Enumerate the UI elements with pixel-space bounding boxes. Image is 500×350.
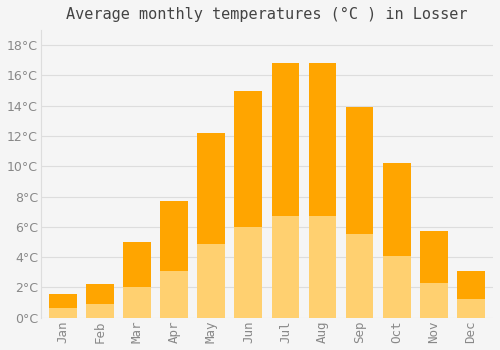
Bar (308, 216, 336, 318)
Bar (272, 216, 299, 318)
Bar (272, 63, 299, 318)
Bar (198, 133, 225, 318)
Bar (160, 201, 188, 318)
Bar (160, 271, 188, 318)
Bar (420, 231, 448, 318)
Bar (49, 308, 77, 318)
Bar (234, 91, 262, 318)
Title: Average monthly temperatures (°C ) in Losser: Average monthly temperatures (°C ) in Lo… (66, 7, 468, 22)
Bar (49, 294, 77, 318)
Bar (86, 285, 114, 318)
Bar (457, 271, 484, 318)
Bar (198, 244, 225, 318)
Bar (420, 283, 448, 318)
Bar (308, 63, 336, 318)
Bar (457, 299, 484, 318)
Bar (383, 256, 410, 318)
Bar (346, 107, 374, 318)
Bar (383, 163, 410, 318)
Bar (346, 233, 374, 318)
Bar (123, 287, 151, 318)
Bar (234, 227, 262, 318)
Bar (86, 304, 114, 318)
Bar (123, 242, 151, 318)
